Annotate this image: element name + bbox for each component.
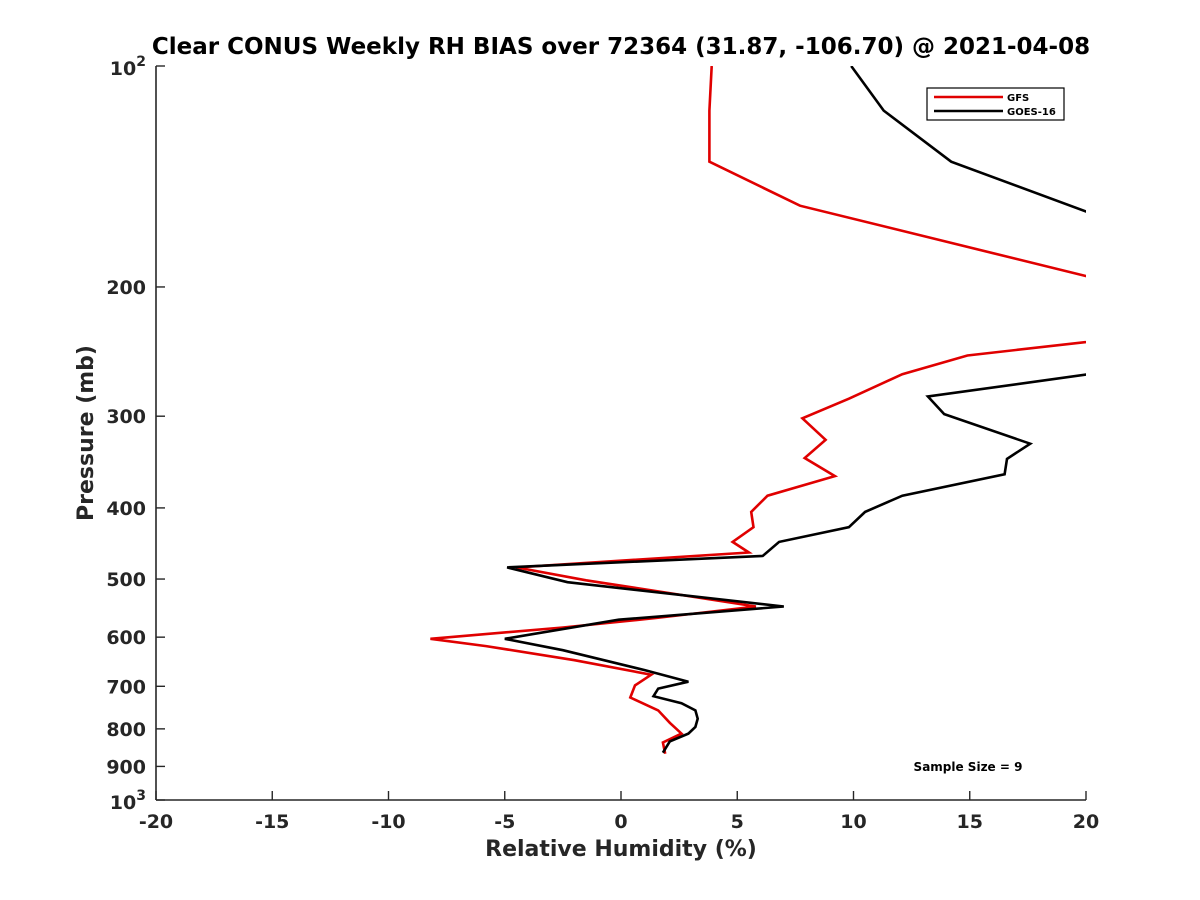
ticks-layer: -20 -15 -10 -5 0 5 10 15 20 102 200 300 400 500 600 700… [106, 54, 1099, 833]
legend: GFS GOES-16 [926, 87, 1065, 121]
x-tick-label: -5 [494, 811, 515, 833]
y-tick-label: 102 [110, 54, 146, 80]
y-tick-label: 700 [106, 676, 146, 698]
chart-title: Clear CONUS Weekly RH BIAS over 72364 (3… [152, 34, 1090, 60]
y-tick-label: 900 [106, 756, 146, 778]
x-tick-label: 15 [957, 811, 983, 833]
x-tick-label: 20 [1073, 811, 1099, 833]
legend-box [926, 87, 1065, 121]
x-tick-label: 5 [731, 811, 744, 833]
y-tick-label: 400 [106, 498, 146, 520]
x-axis-title: Relative Humidity (%) [485, 837, 757, 862]
series-layer [430, 66, 1086, 755]
y-tick-label: 200 [106, 277, 146, 299]
y-tick-label: 500 [106, 569, 146, 591]
legend-label-goes16: GOES-16 [1007, 107, 1056, 118]
y-tick-label: 300 [106, 406, 146, 428]
x-tick-label: 0 [614, 811, 627, 833]
x-tick-label: -20 [139, 811, 173, 833]
legend-label-gfs: GFS [1007, 93, 1029, 104]
y-axis-title: Pressure (mb) [74, 345, 99, 521]
series-line-goes16 [504, 66, 1086, 754]
x-tick-label: -15 [255, 811, 289, 833]
x-tick-label: -10 [371, 811, 405, 833]
y-tick-label: 800 [106, 719, 146, 741]
x-tick-label: 10 [840, 811, 866, 833]
sample-size-annotation: Sample Size = 9 [914, 760, 1023, 774]
plot-area [156, 66, 1086, 800]
y-tick-label: 600 [106, 627, 146, 649]
series-line-gfs [430, 66, 1086, 755]
y-tick-label: 103 [110, 788, 146, 814]
